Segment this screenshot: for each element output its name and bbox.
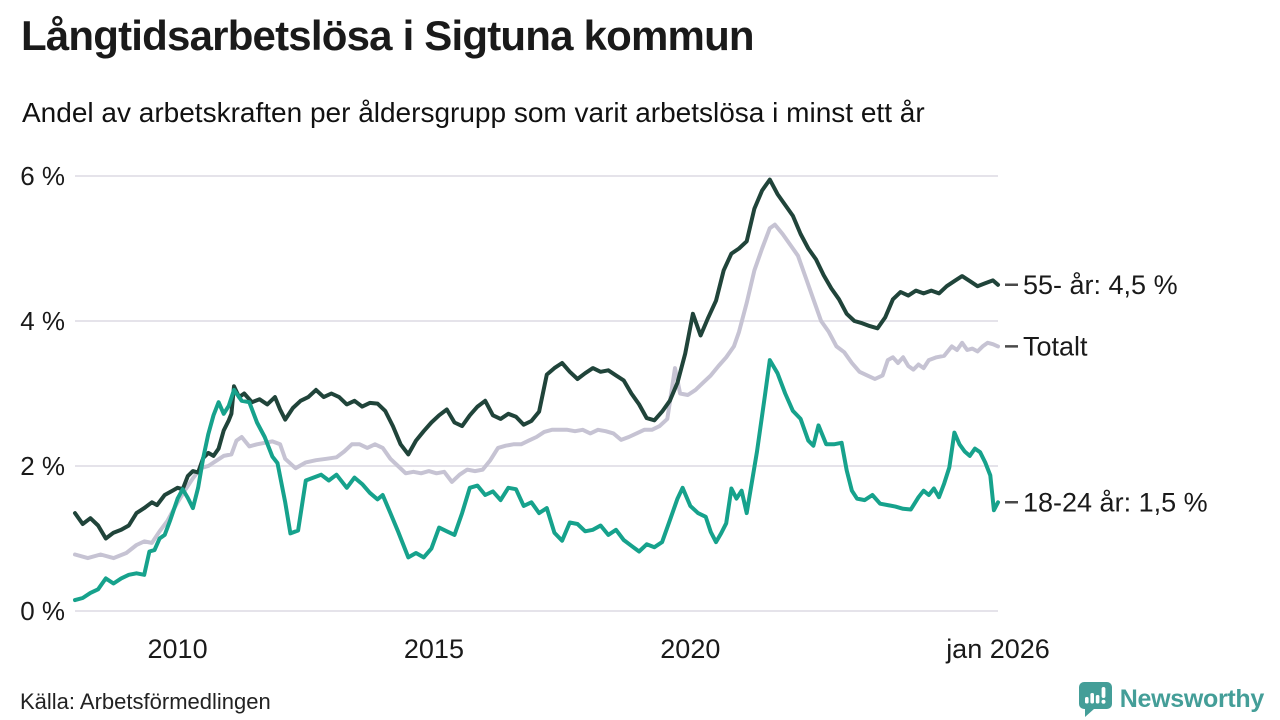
x-tick-label: 2020 bbox=[660, 634, 720, 664]
newsworthy-icon bbox=[1078, 682, 1112, 717]
y-tick-label: 4 % bbox=[20, 306, 65, 336]
newsworthy-wordmark: Newsworthy bbox=[1119, 684, 1265, 713]
series-line-18-24-r bbox=[73, 358, 1000, 603]
series-end-label: Totalt bbox=[1023, 331, 1088, 361]
y-tick-label: 0 % bbox=[20, 596, 65, 626]
x-tick-label: 2015 bbox=[404, 634, 464, 664]
y-tick-label: 2 % bbox=[20, 451, 65, 481]
series-line-totalt bbox=[73, 222, 1000, 561]
page-title: Långtidsarbetslösa i Sigtuna kommun bbox=[21, 12, 755, 59]
series-end-label: 55- år: 4,5 % bbox=[1023, 270, 1178, 300]
series-line-55-r bbox=[73, 177, 1000, 541]
chart-subtitle: Andel av arbetskraften per åldersgrupp s… bbox=[22, 97, 925, 128]
series-end-label: 18-24 år: 1,5 % bbox=[1023, 487, 1208, 517]
x-tick-label: jan 2026 bbox=[945, 634, 1050, 664]
y-tick-label: 6 % bbox=[20, 161, 65, 191]
x-tick-label: 2010 bbox=[148, 634, 208, 664]
newsworthy-logo[interactable]: Newsworthy bbox=[1078, 681, 1264, 717]
source-note: Källa: Arbetsförmedlingen bbox=[20, 689, 271, 714]
